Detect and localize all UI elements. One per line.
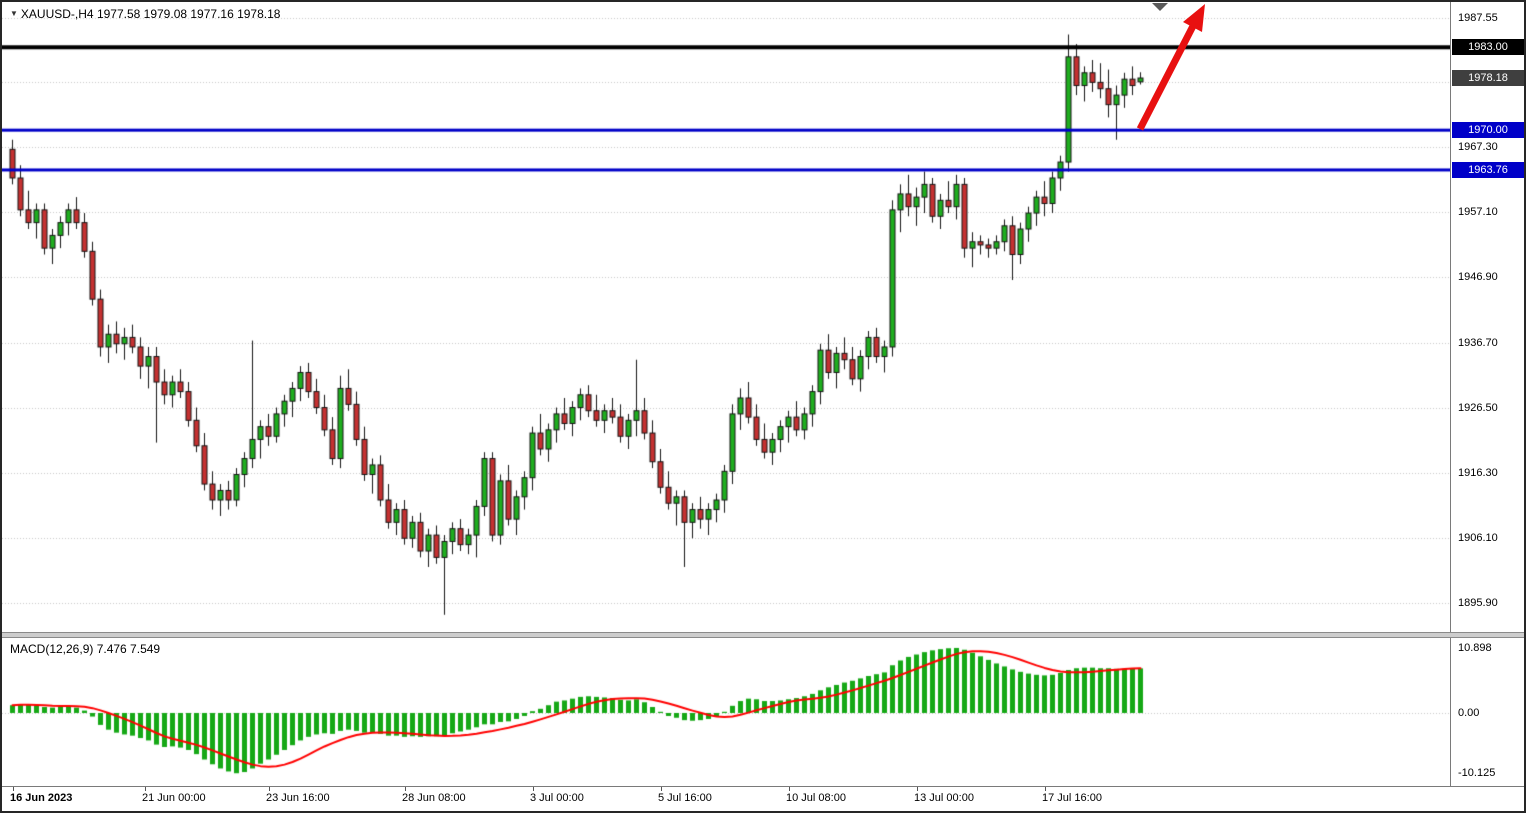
price-axis-label: 1957.10 [1458,206,1498,219]
macd-panel: MACD(12,26,9) 7.476 7.549 10.898 0.00 -10.… [2,638,1524,786]
macd-axis[interactable]: 10.898 0.00 -10.125 [1450,638,1524,786]
time-axis-tick [269,787,270,791]
time-axis-label: 17 Jul 16:00 [1042,792,1102,804]
chart-quote-line: ▼ XAUUSD-,H4 1977.58 1979.08 1977.16 1978… [10,7,280,21]
time-axis-label: 13 Jul 00:00 [914,792,974,804]
macd-axis-label: 0.00 [1458,706,1480,719]
time-axis-tick [533,787,534,791]
panel-divider[interactable] [2,632,1524,638]
price-axis-label: 1967.30 [1458,141,1498,154]
time-axis-tick [661,787,662,791]
price-axis-label: 1906.10 [1458,531,1498,544]
time-axis-label: 3 Jul 00:00 [530,792,584,804]
macd-axis-label: -10.125 [1458,767,1496,780]
price-marker-1970.00: 1970.00 [1452,122,1524,139]
price-axis-label: 1895.90 [1458,596,1498,609]
quote-symbol-period: XAUUSD-,H4 [20,7,94,21]
time-axis-tick [405,787,406,791]
price-axis-label: 1916.30 [1458,466,1498,479]
time-axis-tick [145,787,146,791]
price-marker-1978.18: 1978.18 [1452,70,1524,86]
time-axis-tick [789,787,790,791]
time-axis[interactable]: 16 Jun 2023 21 Jun 00:00 23 Jun 16:00 28 Ju… [2,786,1524,811]
price-marker-1983.00: 1983.00 [1452,39,1524,56]
price-axis-label: 1946.90 [1458,271,1498,284]
price-axis[interactable]: 1987.55 1967.30 1957.10 1946.90 1936.70 1926.… [1450,2,1524,632]
macd-chart-area[interactable]: MACD(12,26,9) 7.476 7.549 [2,638,1450,786]
macd-indicator-label: MACD(12,26,9) 7.476 7.549 [10,642,161,656]
time-axis-tick [917,787,918,791]
time-axis-label: 10 Jul 08:00 [786,792,846,804]
time-axis-label: 23 Jun 16:00 [266,792,330,804]
candlestick-canvas[interactable] [2,2,1450,632]
macd-canvas[interactable] [2,638,1450,786]
time-axis-tick [13,787,14,791]
quote-collapse-icon[interactable]: ▼ [10,9,18,18]
time-axis-tick [1045,787,1046,791]
price-axis-label: 1987.55 [1458,12,1498,25]
time-axis-label: 28 Jun 08:00 [402,792,466,804]
price-marker-1963.76: 1963.76 [1452,161,1524,178]
price-axis-label: 1926.50 [1458,401,1498,414]
price-axis-label: 1936.70 [1458,336,1498,349]
macd-axis-label: 10.898 [1458,641,1492,654]
time-axis-label: 21 Jun 00:00 [142,792,206,804]
time-axis-label: 16 Jun 2023 [10,792,73,804]
quote-ohlc-values: 1977.58 1979.08 1977.16 1978.18 [96,7,281,21]
main-chart-area[interactable]: ▼ XAUUSD-,H4 1977.58 1979.08 1977.16 1978… [2,2,1450,632]
time-axis-label: 5 Jul 16:00 [658,792,712,804]
